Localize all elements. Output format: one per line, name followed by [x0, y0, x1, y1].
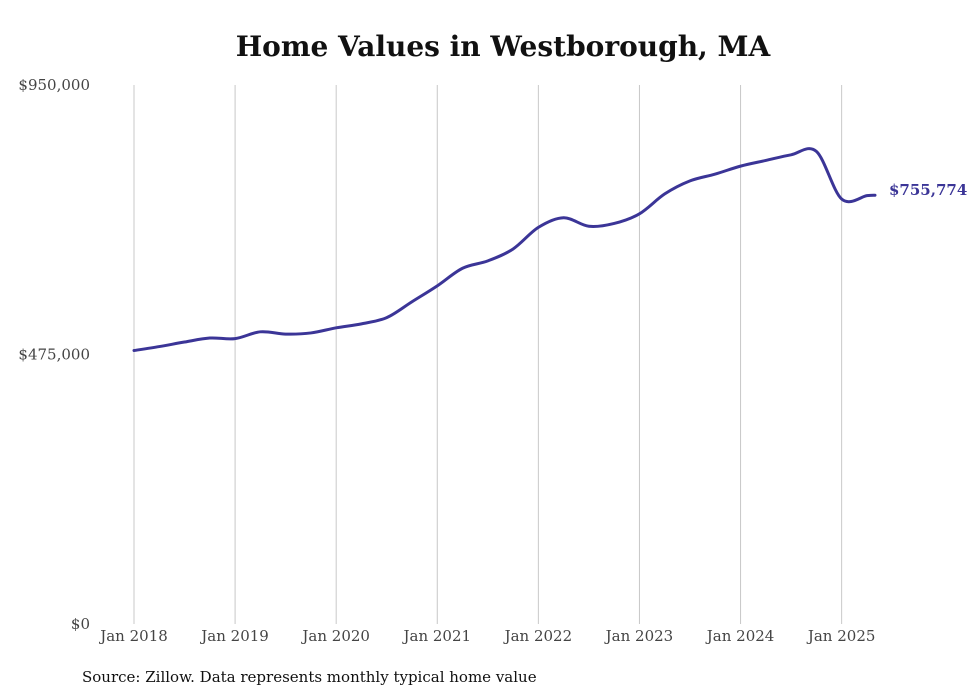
- x-tick-label: Jan 2024: [705, 627, 775, 645]
- x-axis-tick-labels: Jan 2018 Jan 2019 Jan 2020 Jan 2021 Jan 2022…: [98, 627, 875, 645]
- gridlines: [133, 85, 843, 624]
- x-tick-label: Jan 2018: [98, 627, 168, 645]
- y-tick-label: $950,000: [18, 76, 90, 94]
- x-tick-label: Jan 2021: [401, 627, 471, 645]
- y-tick-label: $0: [71, 615, 90, 633]
- x-tick-label: Jan 2023: [604, 627, 674, 645]
- x-tick-label: Jan 2020: [300, 627, 370, 645]
- chart-title: Home Values in Westborough, MA: [235, 30, 771, 63]
- x-tick-label: Jan 2022: [503, 627, 573, 645]
- end-value-label: $755,774: [889, 181, 967, 199]
- y-tick-label: $475,000: [18, 346, 90, 364]
- y-axis-tick-labels: $0 $475,000 $950,000: [18, 76, 90, 633]
- line-chart: $0$475,000$950,000 Jan 2018 Jan 2019 Jan 2…: [18, 76, 967, 645]
- home-value-line: [132, 147, 877, 353]
- x-tick-label: Jan 2019: [199, 627, 269, 645]
- x-tick-label: Jan 2025: [806, 627, 876, 645]
- end-value-label-group: $755,774: [889, 181, 967, 199]
- series-layer: [132, 147, 877, 353]
- source-note: Source: Zillow. Data represents monthly …: [82, 668, 537, 686]
